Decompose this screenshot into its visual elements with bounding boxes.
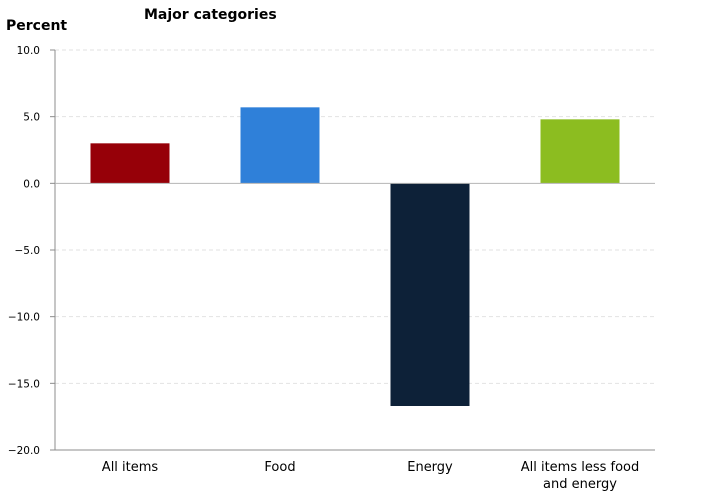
x-category-label-line: Food	[264, 460, 295, 475]
x-category-label: All items	[102, 460, 159, 475]
y-axis-label: Percent	[6, 18, 67, 34]
x-category-label: Energy	[407, 460, 453, 475]
y-tick-label: 10.0	[17, 45, 40, 57]
x-category-label-line: and energy	[543, 477, 617, 492]
y-tick-label: −20.0	[8, 445, 40, 457]
axes	[50, 49, 655, 451]
x-category-label-line: Energy	[407, 460, 453, 475]
y-tick-label: 5.0	[23, 112, 40, 124]
x-category-label: Food	[264, 460, 295, 475]
y-tick-label: 0.0	[23, 178, 40, 190]
x-category-label-line: All items	[102, 460, 159, 475]
x-category-labels: All items Food Energy All items less food an…	[102, 460, 639, 492]
bar	[390, 183, 470, 406]
bars	[90, 107, 620, 406]
bar	[240, 107, 320, 184]
y-tick-labels: 10.0 5.0 0.0 −5.0 −10.0 −15.0 −20.0	[8, 45, 40, 457]
x-category-label: All items less food and energy	[521, 460, 640, 492]
x-category-label-line: All items less food	[521, 460, 640, 475]
y-tick-label: −10.0	[8, 312, 40, 324]
bar	[540, 119, 620, 184]
gridlines	[55, 49, 655, 384]
y-tick-label: −5.0	[15, 245, 41, 257]
chart-title: Major categories	[144, 7, 277, 23]
y-tick-label: −15.0	[8, 378, 40, 390]
bar	[90, 143, 170, 184]
